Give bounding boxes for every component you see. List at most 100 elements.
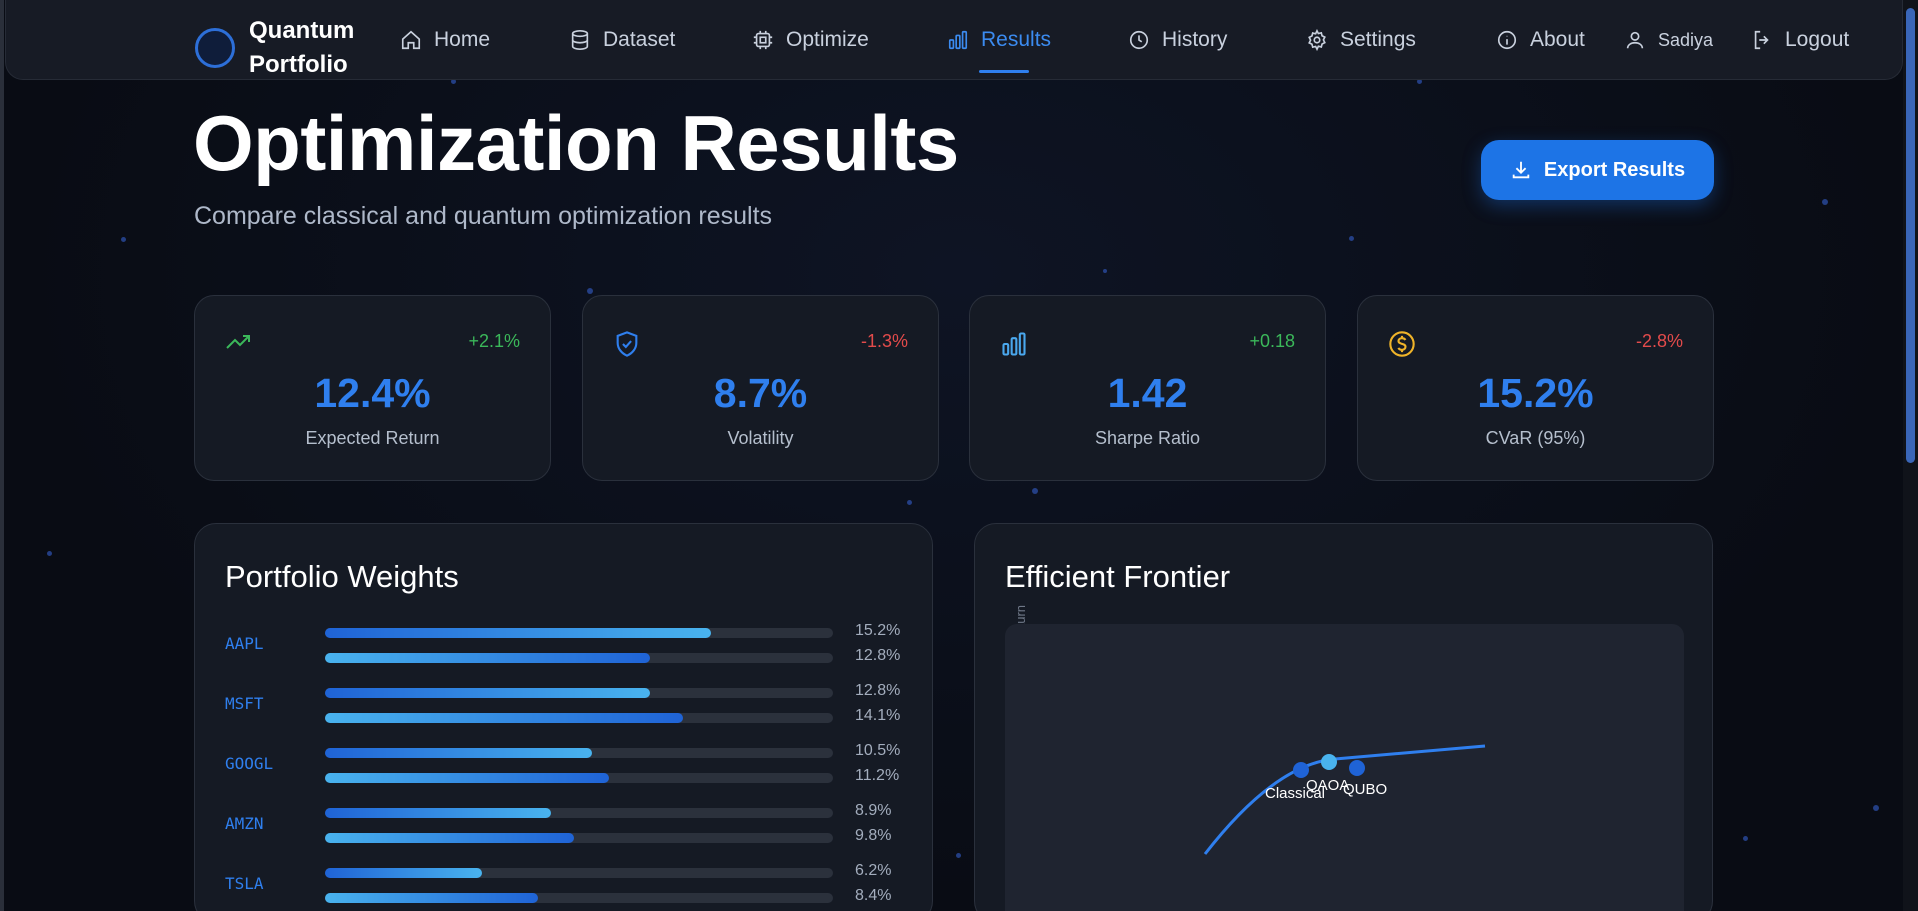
weight-bar-classical xyxy=(325,688,833,698)
background-particle xyxy=(1032,488,1038,494)
export-results-label: Export Results xyxy=(1543,158,1686,181)
brand-name: Quantum Portfolio xyxy=(249,14,354,82)
page-scrollbar[interactable] xyxy=(1903,0,1918,911)
shield-check-icon xyxy=(616,331,638,357)
weight-bar-quantum xyxy=(325,713,833,723)
bar-chart-icon xyxy=(1002,332,1026,356)
weight-pct-quantum: 9.8% xyxy=(855,827,892,844)
nav-home[interactable]: Home xyxy=(400,26,490,54)
weight-bar-quantum xyxy=(325,653,833,663)
background-particle xyxy=(47,551,52,556)
weight-row: AAPL 15.2% 12.8% xyxy=(225,622,905,676)
metric-label: Expected Return xyxy=(305,428,440,448)
metric-label: CVaR (95%) xyxy=(1485,428,1586,448)
weight-bar-fill xyxy=(325,868,483,878)
background-particle xyxy=(907,500,912,505)
background-particle xyxy=(956,853,961,858)
panel-title: Efficient Frontier xyxy=(1005,559,1231,594)
nav-dataset-label: Dataset xyxy=(603,28,676,51)
background-particle xyxy=(587,288,593,294)
weight-bar-fill xyxy=(325,713,684,723)
metric-change: -1.3% xyxy=(860,331,908,351)
chip-icon xyxy=(753,30,773,50)
metric-card-expected-return: +2.1% 12.4% Expected Return xyxy=(194,295,551,481)
top-navbar: Quantum Portfolio Home Dataset Optimize … xyxy=(5,0,1903,80)
nav-about[interactable]: About xyxy=(1496,26,1585,54)
page-title: Optimization Results xyxy=(193,99,959,187)
frontier-chart-area[interactable]: Classical QAOA QUBO xyxy=(1005,624,1684,911)
download-icon xyxy=(1512,161,1530,179)
weight-bar-classical xyxy=(325,748,833,758)
nav-history-label: History xyxy=(1162,28,1228,51)
nav-user-name: Sadiya xyxy=(1658,29,1714,50)
weight-bar-fill xyxy=(325,833,574,843)
brand-name-line1: Quantum xyxy=(249,17,355,44)
background-particle xyxy=(1873,805,1879,811)
metric-value: 8.7% xyxy=(713,370,808,416)
nav-about-label: About xyxy=(1530,28,1585,51)
background-particle xyxy=(1103,269,1107,273)
ticker-label: AMZN xyxy=(225,814,264,833)
weight-pct-classical: 8.9% xyxy=(855,802,892,819)
nav-results-label: Results xyxy=(981,28,1052,51)
point-qubo[interactable] xyxy=(1349,760,1365,776)
metric-card-cvar: -2.8% 15.2% CVaR (95%) xyxy=(1357,295,1714,481)
weight-row: TSLA 6.2% 8.4% xyxy=(225,862,905,911)
weight-pct-classical: 15.2% xyxy=(855,622,901,639)
nav-dataset[interactable]: Dataset xyxy=(569,26,675,54)
weight-bar-fill xyxy=(325,653,651,663)
metric-card-volatility: -1.3% 8.7% Volatility xyxy=(582,295,939,481)
weight-bar-classical xyxy=(325,868,833,878)
weight-pct-quantum: 14.1% xyxy=(855,707,901,724)
database-icon xyxy=(571,30,589,50)
weight-row: AMZN 8.9% 9.8% xyxy=(225,802,905,856)
nav-home-label: Home xyxy=(434,28,491,51)
clock-icon xyxy=(1129,30,1149,50)
nav-optimize[interactable]: Optimize xyxy=(752,26,869,54)
background-particle xyxy=(1743,836,1748,841)
weight-bar-classical xyxy=(325,628,833,638)
background-particle xyxy=(1417,79,1422,84)
metric-change: +0.18 xyxy=(1249,331,1295,351)
brand[interactable]: Quantum Portfolio xyxy=(195,14,354,82)
gear-icon xyxy=(1308,29,1326,51)
weight-bar-quantum xyxy=(325,773,833,783)
weight-bar-fill xyxy=(325,773,610,783)
nav-history[interactable]: History xyxy=(1128,26,1227,54)
metric-value: 15.2% xyxy=(1477,370,1594,416)
info-icon xyxy=(1497,30,1517,50)
efficient-frontier-panel: Efficient Frontier Return Classical QAOA… xyxy=(974,523,1713,911)
export-results-button[interactable]: Export Results xyxy=(1481,140,1714,200)
weight-bar-classical xyxy=(325,808,833,818)
metric-change: -2.8% xyxy=(1635,331,1683,351)
background-particle xyxy=(1349,236,1354,241)
weight-bar-fill xyxy=(325,893,539,903)
weight-pct-quantum: 11.2% xyxy=(855,767,900,784)
weight-row: GOOGL 10.5% 11.2% xyxy=(225,742,905,796)
dollar-coin-icon xyxy=(1389,331,1415,357)
brand-name-line2: Portfolio xyxy=(249,51,348,78)
nav-logout[interactable]: Logout xyxy=(1751,26,1849,54)
metric-value: 1.42 xyxy=(1107,370,1188,416)
weight-pct-classical: 6.2% xyxy=(855,862,892,879)
weight-bar-fill xyxy=(325,808,552,818)
frontier-curve xyxy=(1203,744,1486,855)
trending-up-icon xyxy=(226,335,250,349)
user-icon xyxy=(1626,31,1644,49)
nav-user[interactable]: Sadiya xyxy=(1624,26,1713,54)
nav-settings[interactable]: Settings xyxy=(1306,26,1416,54)
brand-logo-icon xyxy=(195,28,235,68)
point-classical[interactable] xyxy=(1293,762,1309,778)
portfolio-weights-panel: Portfolio Weights AAPL 15.2% 12.8% MSFT 12.8… xyxy=(194,523,933,911)
point-qaoa[interactable] xyxy=(1321,754,1337,770)
page-subtitle: Compare classical and quantum optimizati… xyxy=(194,202,773,230)
weight-pct-quantum: 12.8% xyxy=(855,647,901,664)
scrollbar-thumb[interactable] xyxy=(1906,8,1915,463)
active-tab-indicator xyxy=(979,70,1029,73)
nav-results[interactable]: Results xyxy=(947,26,1051,54)
weight-pct-classical: 12.8% xyxy=(855,682,901,699)
weight-bar-fill xyxy=(325,628,712,638)
metric-change: +2.1% xyxy=(468,331,520,351)
ticker-label: AAPL xyxy=(225,634,264,653)
frontier-chart: Classical QAOA QUBO xyxy=(1203,744,1486,855)
